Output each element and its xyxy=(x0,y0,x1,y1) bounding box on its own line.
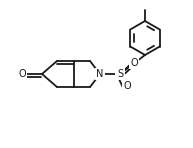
Text: O: O xyxy=(18,69,26,79)
Text: O: O xyxy=(130,58,138,68)
Text: N: N xyxy=(96,69,104,79)
Text: O: O xyxy=(123,81,131,91)
Text: S: S xyxy=(117,69,123,79)
